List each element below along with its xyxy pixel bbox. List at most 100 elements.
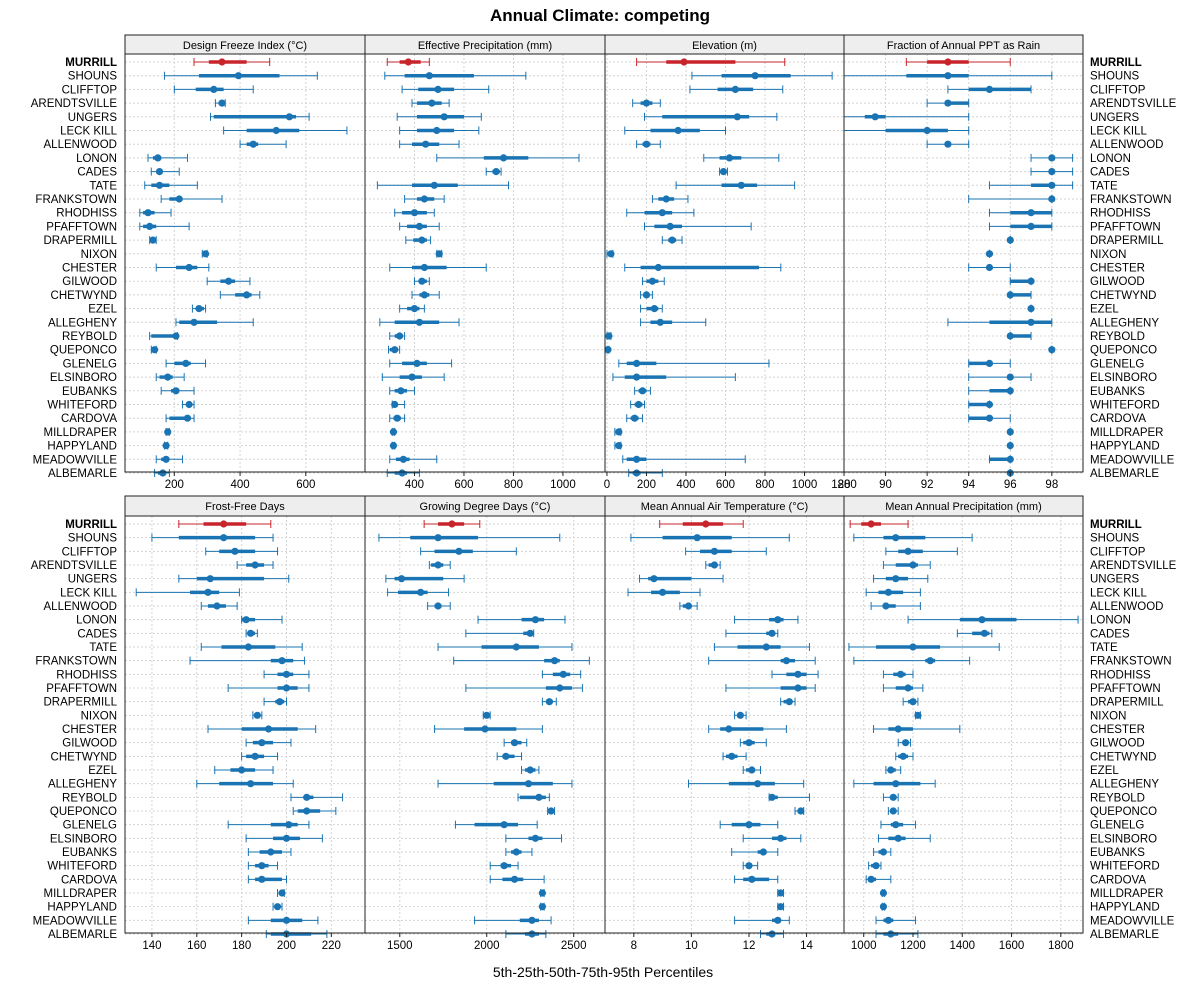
median-point [417,588,425,596]
percentile-mark [139,222,190,231]
station-label-right: UNGERS [1090,574,1140,586]
median-point [884,916,892,924]
percentile-mark [875,916,916,925]
median-point [889,793,897,801]
percentile-mark [630,400,646,409]
station-label-left: RHODHISS [56,669,117,681]
percentile-mark [239,140,287,149]
station-label-left: REYBOLD [62,792,117,804]
median-point [550,657,559,665]
percentile-mark [437,779,573,788]
median-point [418,277,426,285]
station-label-right: MEADOWVILLE [1090,454,1175,466]
median-point [185,400,193,409]
median-point [1048,195,1056,203]
median-point [430,181,438,189]
panel-6: Mean Annual Air Temperature (°C) 8 10 12 14 [604,495,845,952]
median-point [985,400,994,409]
percentile-mark [149,332,180,340]
percentile-mark [505,930,547,938]
percentile-mark [209,112,310,121]
station-label-right: WHITEFORD [1090,861,1160,873]
station-label-left: UNGERS [68,574,118,586]
median-point [1006,387,1014,395]
median-point [944,99,952,107]
percentile-mark [622,455,746,464]
station-label-left: ELSINBORO [50,372,117,384]
median-point [605,332,613,340]
percentile-mark [705,561,721,569]
percentile-mark [768,793,810,802]
median-point [413,359,421,367]
percentile-mark [428,561,451,569]
median-point [785,698,793,706]
median-point [710,561,719,569]
x-tick-label: 600 [296,479,315,491]
median-point [768,930,776,938]
percentile-mark [926,140,970,149]
percentile-mark [427,602,451,610]
median-point [1048,181,1056,189]
median-point [754,780,762,788]
percentile-mark [725,629,779,638]
x-tick-label: 220 [322,940,341,952]
station-label-right: CHESTER [1090,263,1145,275]
median-point [867,875,875,883]
panel-title: Mean Annual Precipitation (mm) [885,501,1042,513]
percentile-mark [713,643,810,651]
percentile-mark [618,359,770,368]
median-point [702,520,710,528]
percentile-mark [902,697,919,706]
percentile-mark [624,263,782,272]
median-point [901,739,910,747]
panel-title: Fraction of Annual PPT as Rain [887,40,1040,52]
station-label-right: PFAFFTOWN [1090,221,1161,233]
station-label-right: CADES [1090,628,1130,640]
percentile-mark [634,386,651,395]
percentile-mark [885,766,902,774]
station-label-left: LECK KILL [60,587,117,599]
percentile-mark [659,520,744,528]
percentile-mark [907,615,1079,624]
median-point [267,848,275,856]
station-label-left: DRAPERMILL [44,697,118,709]
x-tick-label: 800 [755,479,774,491]
station-label-right: CADES [1090,167,1130,179]
percentile-mark [206,277,251,286]
station-label-right: ALLEGHENY [1090,317,1159,329]
station-label-left: CARDOVA [61,413,117,425]
station-label-right: HAPPYLAND [1090,441,1160,453]
median-point [420,263,428,272]
percentile-mark [477,615,566,624]
percentile-mark [277,889,286,897]
station-label-left: ARENDTSVILLE [31,560,118,572]
percentile-mark [956,629,993,638]
median-point [748,875,756,883]
median-point [455,547,463,555]
percentile-mark [708,725,787,733]
percentile-mark [200,643,303,651]
median-point [258,875,266,883]
median-point [159,469,167,477]
median-point [867,520,875,528]
station-label-right: MURRILL [1090,519,1142,531]
median-point [396,332,404,340]
percentile-mark [541,697,557,706]
station-label-left: ALLEGHENY [48,779,117,791]
percentile-mark [205,547,279,556]
median-point [985,263,994,272]
median-point [1027,318,1035,326]
percentile-mark [734,711,747,720]
station-label-left: MEADOWVILLE [33,915,118,927]
median-point [944,58,952,66]
median-point [195,305,203,313]
percentile-mark [849,520,909,528]
median-point [607,250,615,258]
median-point [220,520,228,528]
x-tick-label: 1600 [999,940,1025,952]
station-label-left: SHOUNS [68,533,118,545]
station-label-right: MILLDRAPER [1090,888,1164,900]
percentile-mark [985,249,994,258]
x-tick-label: 140 [142,940,161,952]
percentile-mark [636,58,786,66]
